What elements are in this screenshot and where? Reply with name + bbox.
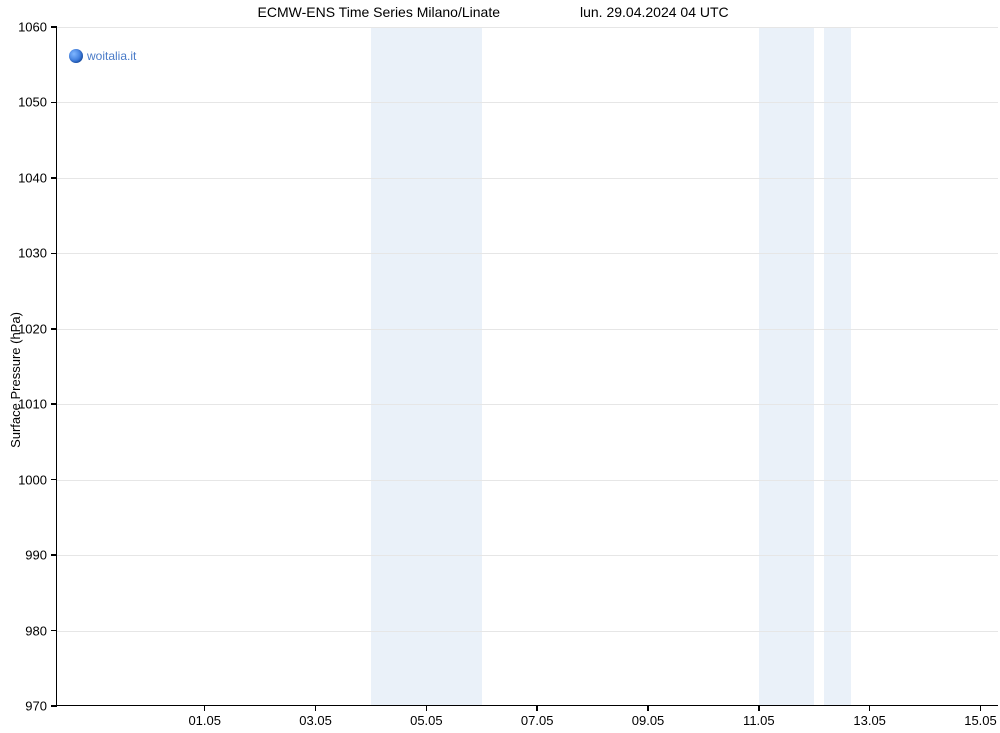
y-tick-label: 970	[25, 699, 47, 714]
gridline-horizontal	[57, 27, 998, 28]
shaded-band	[371, 27, 482, 705]
y-tick-label: 1040	[18, 170, 47, 185]
x-tick-label: 01.05	[188, 713, 221, 728]
y-tick-label: 1010	[18, 397, 47, 412]
x-tick	[204, 705, 206, 711]
gridline-horizontal	[57, 480, 998, 481]
x-tick-label: 03.05	[299, 713, 332, 728]
y-tick	[51, 253, 57, 255]
x-tick	[647, 705, 649, 711]
y-tick	[51, 479, 57, 481]
y-tick-label: 1020	[18, 321, 47, 336]
surface-pressure-chart: ECMW-ENS Time Series Milano/Linate lun. …	[0, 0, 1000, 733]
x-tick-label: 15.05	[964, 713, 997, 728]
y-tick-label: 1060	[18, 20, 47, 35]
x-tick-label: 09.05	[632, 713, 665, 728]
chart-title-datetime: lun. 29.04.2024 04 UTC	[580, 4, 729, 20]
gridline-horizontal	[57, 404, 998, 405]
globe-icon	[69, 49, 83, 63]
watermark-text: woitalia.it	[87, 49, 136, 63]
y-tick-label: 1000	[18, 472, 47, 487]
x-tick-label: 07.05	[521, 713, 554, 728]
x-tick-label: 13.05	[853, 713, 886, 728]
x-tick	[315, 705, 317, 711]
y-tick	[51, 328, 57, 330]
gridline-horizontal	[57, 329, 998, 330]
x-tick	[980, 705, 982, 711]
x-tick	[758, 705, 760, 711]
watermark: woitalia.it	[69, 49, 136, 63]
x-tick	[426, 705, 428, 711]
y-tick-label: 990	[25, 548, 47, 563]
y-tick	[51, 705, 57, 707]
shaded-band	[759, 27, 814, 705]
gridline-horizontal	[57, 102, 998, 103]
x-tick	[869, 705, 871, 711]
shaded-band	[824, 27, 852, 705]
y-tick	[51, 26, 57, 28]
y-tick-label: 980	[25, 623, 47, 638]
x-tick	[536, 705, 538, 711]
gridline-horizontal	[57, 555, 998, 556]
y-tick	[51, 630, 57, 632]
x-tick-label: 11.05	[743, 713, 775, 728]
y-tick-label: 1030	[18, 246, 47, 261]
y-tick	[51, 102, 57, 104]
y-tick	[51, 177, 57, 179]
gridline-horizontal	[57, 253, 998, 254]
chart-title-location: ECMW-ENS Time Series Milano/Linate	[258, 4, 500, 20]
x-tick-label: 05.05	[410, 713, 443, 728]
y-tick	[51, 403, 57, 405]
y-tick-label: 1050	[18, 95, 47, 110]
y-tick	[51, 554, 57, 556]
gridline-horizontal	[57, 178, 998, 179]
plot-area: 970980990100010101020103010401050106001.…	[56, 27, 998, 706]
gridline-horizontal	[57, 631, 998, 632]
